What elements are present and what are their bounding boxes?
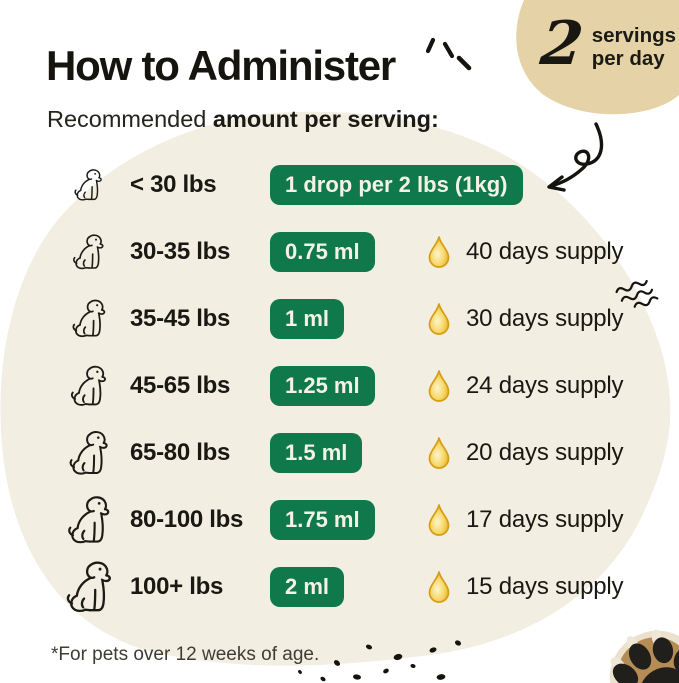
supply-label: 17 days supply xyxy=(466,505,624,533)
dose-badge: 2 ml xyxy=(270,566,345,607)
weight-label: 45-65 lbs xyxy=(130,371,231,399)
dose-badge: 1 ml xyxy=(270,298,345,339)
supply-label: 40 days supply xyxy=(466,237,624,265)
weight-label: 35-45 lbs xyxy=(130,304,231,332)
oil-drop-icon xyxy=(426,503,452,537)
supply-cell: 17 days supply xyxy=(426,503,624,537)
dose-badge: 1.75 ml xyxy=(270,499,375,540)
oil-drop-icon xyxy=(426,570,452,604)
dog-icon xyxy=(44,232,130,272)
supply-cell: 24 days supply xyxy=(426,369,624,403)
weight-label: 100+ lbs xyxy=(130,572,224,600)
supply-cell: 30 days supply xyxy=(426,302,624,336)
servings-number: 2 xyxy=(537,9,587,79)
weight-label: 65-80 lbs xyxy=(130,438,231,466)
dose-badge: 1 drop per 2 lbs (1kg) xyxy=(270,164,523,205)
supply-cell: 20 days supply xyxy=(426,436,624,470)
supply-cell: 40 days supply xyxy=(426,235,624,269)
footnote: *For pets over 12 weeks of age. xyxy=(51,644,320,665)
dog-icon xyxy=(44,297,130,340)
supply-label: 24 days supply xyxy=(466,371,624,399)
table-row: 30-35 lbs 0.75 ml 40 days supply xyxy=(44,218,644,285)
page-title: How to Administer xyxy=(46,42,396,89)
table-row: 65-80 lbs 1.5 ml 20 days supply xyxy=(44,419,644,486)
table-row: 80-100 lbs 1.75 ml 17 days supply xyxy=(44,486,644,553)
oil-drop-icon xyxy=(426,436,452,470)
dose-badge: 1.5 ml xyxy=(270,432,363,473)
table-row: 45-65 lbs 1.25 ml 24 days supply xyxy=(44,352,644,419)
table-row: 35-45 lbs 1 ml 30 days supply xyxy=(44,285,644,352)
dog-icon xyxy=(44,167,130,203)
dog-icon xyxy=(44,428,130,478)
dog-paw-photo xyxy=(581,605,679,683)
table-row: < 30 lbs 1 drop per 2 lbs (1kg) xyxy=(44,151,644,218)
oil-drop-icon xyxy=(426,235,452,269)
dose-badge: 0.75 ml xyxy=(270,231,375,272)
weight-label: 80-100 lbs xyxy=(130,505,244,533)
supply-label: 20 days supply xyxy=(466,438,624,466)
dog-icon xyxy=(44,493,130,547)
ink-speckles xyxy=(298,640,462,682)
table-row: 100+ lbs 2 ml 15 days supply xyxy=(44,553,644,620)
weight-label: < 30 lbs xyxy=(130,170,217,198)
supply-cell: 15 days supply xyxy=(426,570,624,604)
dog-icon xyxy=(44,558,130,616)
subtitle: Recommended amount per serving: xyxy=(47,106,439,132)
servings-label: servings per day xyxy=(591,24,677,70)
oil-drop-icon xyxy=(426,369,452,403)
dose-table: < 30 lbs 1 drop per 2 lbs (1kg) 30-35 lb… xyxy=(44,151,644,620)
dose-badge: 1.25 ml xyxy=(270,365,375,406)
servings-per-day-badge: 2 servings per day xyxy=(537,9,677,79)
subtitle-bold: amount per serving: xyxy=(212,106,439,132)
tan-blob xyxy=(516,0,679,115)
weight-label: 30-35 lbs xyxy=(130,237,231,265)
emphasis-strokes-icon xyxy=(425,37,472,71)
supply-label: 15 days supply xyxy=(466,572,624,600)
curved-arrow-icon xyxy=(547,122,604,192)
supply-label: 30 days supply xyxy=(466,304,624,332)
squiggle-icon xyxy=(615,279,659,308)
dog-icon xyxy=(44,363,130,409)
oil-drop-icon xyxy=(426,302,452,336)
